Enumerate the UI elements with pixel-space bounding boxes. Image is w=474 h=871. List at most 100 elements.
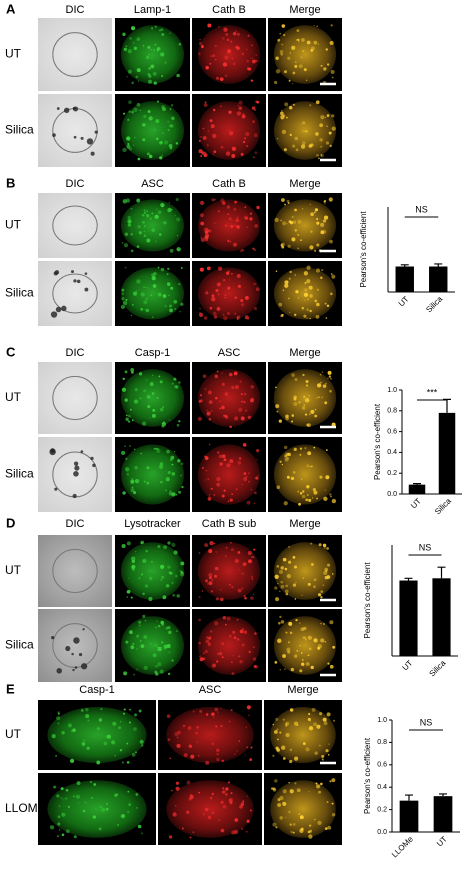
speckle (289, 708, 294, 712)
micrograph (268, 437, 342, 512)
speckle (308, 791, 310, 793)
speckle (324, 203, 326, 205)
row-label: UT (5, 563, 22, 577)
speckle (325, 317, 328, 319)
speckle (272, 788, 277, 792)
speckle (240, 299, 244, 303)
speckle (230, 40, 233, 43)
speckle (322, 543, 327, 548)
speckle (209, 796, 213, 800)
speckle (309, 309, 312, 313)
speckle (122, 377, 125, 381)
speckle (291, 215, 294, 219)
speckle (126, 761, 130, 764)
speckle (57, 815, 61, 819)
speckle (236, 274, 241, 278)
speckle (250, 385, 255, 389)
bar (429, 266, 448, 292)
speckle (310, 542, 313, 545)
speckle (160, 578, 163, 581)
speckle (248, 67, 252, 71)
speckle (326, 114, 330, 118)
speckle (313, 40, 318, 45)
speckle (93, 783, 97, 786)
speckle (175, 630, 178, 633)
speckle (252, 59, 256, 64)
speckle (134, 550, 137, 553)
speckle (117, 823, 120, 826)
speckle (256, 449, 260, 453)
speckle (139, 625, 141, 627)
speckle (207, 643, 211, 647)
speckle (162, 132, 165, 135)
speckle (181, 485, 184, 489)
speckle (198, 149, 203, 154)
speckle (294, 136, 299, 141)
speckle (307, 451, 312, 456)
speckle (304, 413, 308, 416)
speckle (279, 590, 281, 593)
speckle (131, 477, 134, 480)
speckle (286, 647, 291, 652)
speckle (227, 781, 230, 784)
speckle (327, 377, 329, 380)
speckle (241, 248, 245, 252)
speckle (171, 659, 174, 662)
speckle (292, 583, 297, 587)
speckle (166, 282, 171, 287)
speckle (179, 572, 185, 577)
speckle (173, 299, 178, 304)
speckle (167, 565, 171, 569)
speckle (136, 668, 138, 671)
speckle (311, 497, 314, 499)
micrograph (192, 437, 266, 512)
speckle (126, 589, 131, 594)
speckle (313, 722, 317, 727)
speckle (207, 478, 209, 480)
speckle (229, 583, 231, 586)
speckle (131, 486, 134, 489)
speckle (204, 650, 208, 654)
panel-letter: D (6, 515, 15, 530)
speckle (138, 577, 141, 580)
speckle (242, 140, 246, 144)
speckle (183, 753, 188, 758)
speckle (326, 547, 329, 550)
speckle (331, 498, 337, 504)
speckle (225, 546, 228, 549)
speckle (331, 572, 334, 575)
speckle (240, 401, 243, 403)
speckle (150, 48, 152, 51)
speckle (220, 725, 223, 727)
speckle (199, 267, 204, 272)
speckle (133, 727, 137, 732)
speckle (175, 385, 179, 389)
speckle (317, 646, 321, 650)
speckle (309, 245, 314, 250)
speckle (145, 379, 148, 381)
micrograph (115, 18, 190, 91)
speckle (308, 647, 312, 651)
speckle (159, 380, 163, 384)
speckle (171, 382, 174, 385)
speckle (306, 464, 310, 468)
y-tick-label: 0.4 (387, 449, 397, 456)
speckle (203, 316, 208, 320)
speckle (300, 652, 303, 654)
speckle (210, 630, 213, 633)
speckle (300, 144, 306, 149)
speckle (215, 725, 218, 728)
speckle (199, 655, 201, 658)
speckle (127, 118, 130, 121)
speckle (289, 270, 292, 274)
speckle (162, 107, 166, 112)
speckle (232, 31, 237, 36)
speckle (295, 618, 298, 622)
speckle (106, 802, 108, 805)
speckle (163, 221, 167, 225)
speckle (280, 109, 283, 112)
speckle (140, 307, 144, 311)
speckle (305, 662, 310, 667)
speckle (78, 802, 80, 804)
speckle (284, 203, 286, 206)
